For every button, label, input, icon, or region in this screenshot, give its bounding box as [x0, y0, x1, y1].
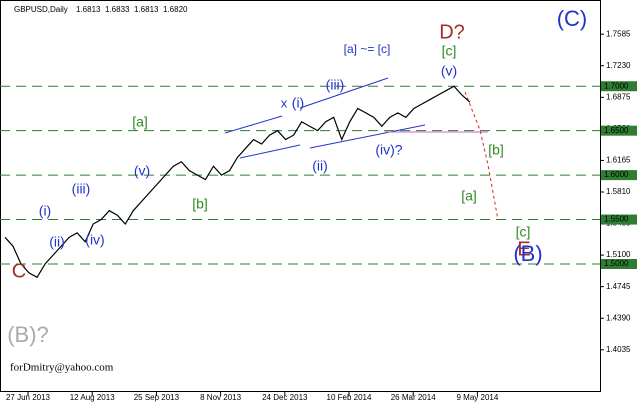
plot-frame [0, 0, 601, 392]
level-label: 1.6000 [604, 170, 629, 179]
annotation: [b] [488, 142, 504, 158]
y-tick-label: 1.7230 [606, 61, 631, 70]
level-box [601, 81, 637, 92]
level-label: 1.5500 [604, 215, 629, 224]
y-tick-label: 1.4390 [606, 313, 631, 322]
annotation: (ii) [312, 158, 328, 174]
level-box [601, 214, 637, 225]
ohlc-value: 1.6813 [134, 5, 159, 14]
level-label: 1.6500 [604, 126, 629, 135]
x-tick-label: 27 Jun 2013 [6, 393, 51, 402]
y-tick-label: 1.5810 [606, 187, 631, 196]
x-tick-label: 10 Feb 2014 [327, 393, 372, 402]
annotation: forDmitry@yahoo.com [10, 362, 114, 374]
annotation: (B) [513, 241, 542, 266]
annotation: (B)? [7, 322, 49, 347]
annotation: (i) [39, 203, 51, 219]
x-tick-label: 26 Mar 2014 [391, 393, 436, 402]
price-line [4, 85, 471, 279]
x-tick-label: 25 Sep 2013 [134, 393, 180, 402]
chart-title: GBPUSD,Daily [14, 5, 68, 14]
level-box [601, 125, 637, 136]
annotation: [a] ~= [c] [344, 42, 391, 56]
ohlc-value: 1.6820 [163, 5, 188, 14]
annotation: (C) [557, 6, 588, 31]
annotation: D? [439, 21, 465, 43]
x-tick-label: 8 Nov 2013 [200, 393, 241, 402]
level-label: 1.5000 [604, 259, 629, 268]
y-tick-label: 1.4035 [606, 345, 631, 354]
x-tick-label: 24 Dec 2013 [262, 393, 308, 402]
annotation: (v) [441, 63, 457, 79]
annotation: E [517, 238, 530, 260]
annotation: (iii) [326, 77, 345, 93]
annotation: (iv) [85, 232, 104, 248]
annotation: [a] [132, 114, 148, 130]
level-label: 1.7000 [604, 81, 629, 90]
annotation: (iii) [72, 181, 91, 197]
y-tick-label: 1.4745 [606, 282, 631, 291]
ohlc-value: 1.6813 [76, 5, 101, 14]
y-tick-label: 1.6165 [606, 156, 631, 165]
x-tick-label: 9 May 2014 [456, 393, 498, 402]
trend-line [224, 115, 283, 134]
annotation: x [281, 95, 288, 110]
trend-line [299, 77, 389, 109]
y-tick-label: 1.7585 [606, 29, 631, 38]
annotation: (ii) [49, 234, 65, 250]
trend-line [309, 124, 426, 149]
ohlc: 1.6813 1.6833 1.6813 1.6820 [76, 5, 188, 14]
ohlc-value: 1.6833 [105, 5, 130, 14]
annotation: (iv)? [375, 142, 402, 158]
annotation: [b] [192, 196, 208, 212]
level-box [601, 170, 637, 181]
trend-line [239, 144, 301, 159]
forecast-path [464, 91, 499, 221]
annotation: [c] [516, 224, 531, 240]
annotation: C [12, 260, 26, 282]
y-tick-label: 1.5100 [606, 250, 631, 259]
annotation: [c] [442, 43, 457, 59]
annotation: [a] [461, 188, 477, 204]
annotation: (v) [134, 163, 150, 179]
level-box [601, 259, 637, 269]
y-tick-label: 1.6875 [606, 92, 631, 101]
x-tick-label: 12 Aug 2013 [70, 393, 115, 402]
annotation: (i) [292, 95, 304, 111]
